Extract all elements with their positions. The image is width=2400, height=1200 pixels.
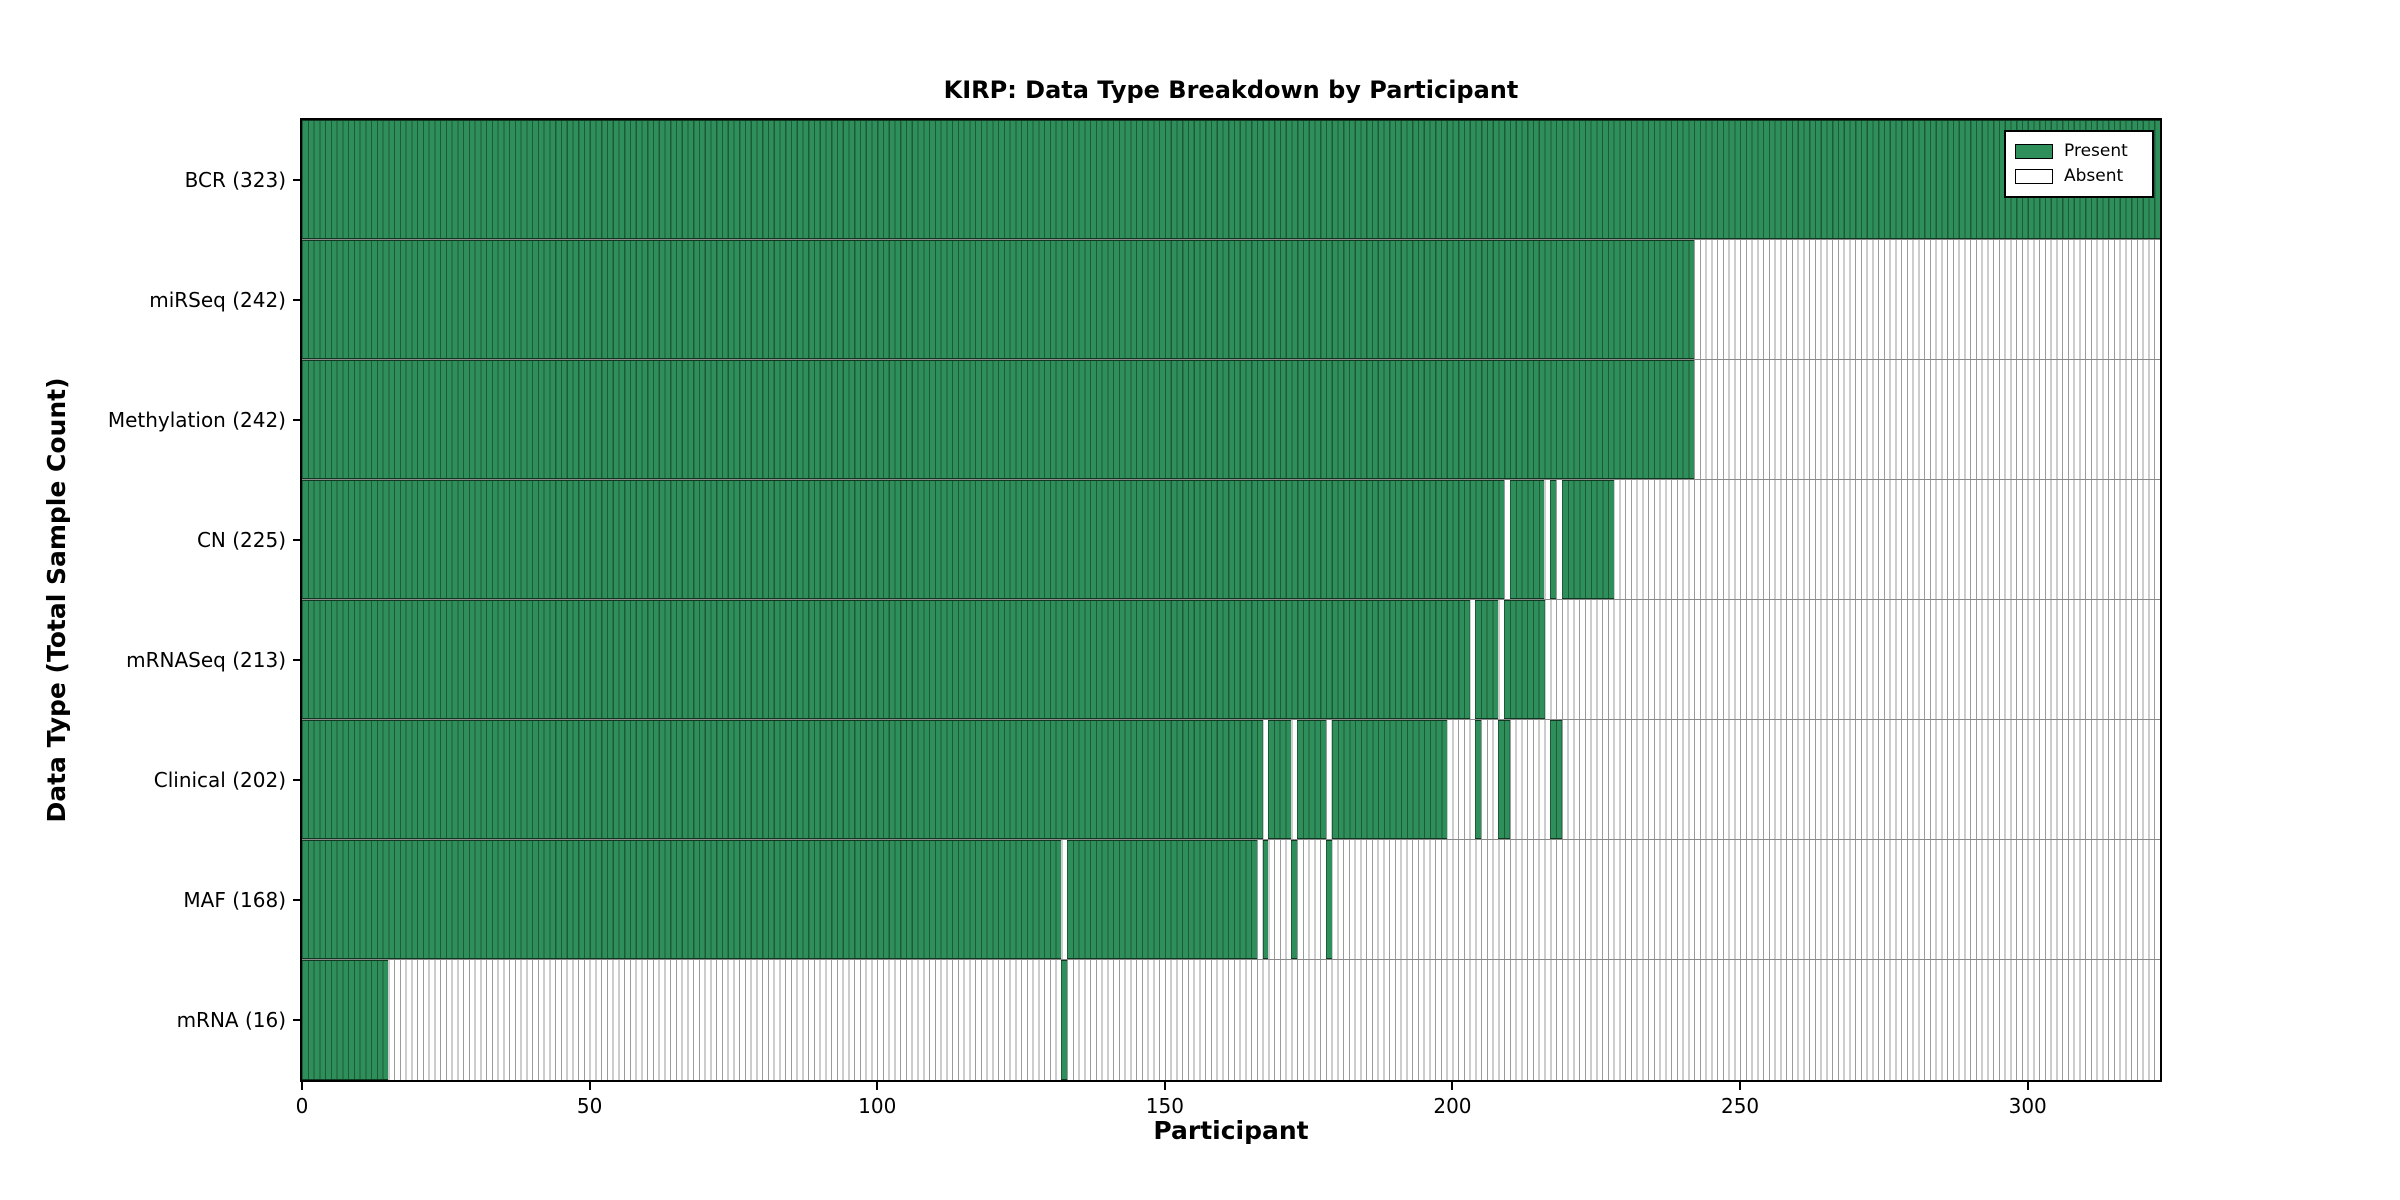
y-tick <box>293 779 302 781</box>
x-tick-label-0: 0 <box>295 1094 309 1118</box>
y-tick <box>293 899 302 901</box>
x-tick-label-150: 150 <box>1145 1094 1184 1118</box>
legend-label-present: Present <box>2064 141 2128 161</box>
present-segment <box>1498 720 1510 839</box>
x-axis-label: Participant <box>1153 1116 1309 1145</box>
legend-entry-present: Present <box>2015 139 2143 164</box>
chart-row-bcr <box>302 120 2160 240</box>
present-segment <box>302 600 1470 719</box>
y-tick <box>293 539 302 541</box>
x-tick <box>1451 1082 1454 1090</box>
present-segment <box>302 240 1695 359</box>
present-segment <box>302 960 389 1080</box>
present-segment <box>1262 840 1269 959</box>
x-tick <box>1739 1082 1742 1090</box>
present-segment <box>302 360 1695 479</box>
present-segment <box>1504 600 1545 719</box>
chart-row-maf <box>302 840 2160 960</box>
present-segment <box>1475 600 1499 719</box>
x-tick <box>876 1082 879 1090</box>
x-tick <box>588 1082 591 1090</box>
y-tick <box>293 659 302 661</box>
legend-entry-absent: Absent <box>2015 164 2143 189</box>
present-segment <box>1067 840 1257 959</box>
y-tick <box>293 1019 302 1021</box>
y-tick-label-mrnaseq: mRNASeq (213) <box>126 648 286 672</box>
present-segment <box>1561 480 1614 599</box>
y-tick <box>293 179 302 181</box>
present-swatch-icon <box>2015 144 2053 159</box>
chart-row-methylation <box>302 360 2160 480</box>
present-segment <box>1268 720 1292 839</box>
present-segment <box>1297 720 1326 839</box>
present-segment <box>1550 480 1556 599</box>
chart-row-cn <box>302 480 2160 600</box>
x-tick-label-250: 250 <box>1720 1094 1760 1118</box>
plot-area <box>302 120 2160 1080</box>
y-tick <box>293 299 302 301</box>
present-segment <box>1550 720 1562 839</box>
present-segment <box>1061 960 1068 1080</box>
chart-row-mrna <box>302 960 2160 1080</box>
y-tick-label-cn: CN (225) <box>196 528 286 552</box>
y-tick-label-maf: MAF (168) <box>183 888 286 912</box>
x-tick-label-200: 200 <box>1433 1094 1472 1118</box>
x-tick-label-300: 300 <box>2008 1094 2047 1118</box>
present-segment <box>1509 480 1545 599</box>
x-tick <box>301 1082 303 1090</box>
y-tick-label-methylation: Methylation (242) <box>107 408 286 432</box>
x-tick <box>2026 1082 2029 1090</box>
y-tick-label-bcr: BCR (323) <box>184 168 286 192</box>
x-tick <box>1163 1082 1166 1090</box>
x-tick-label-50: 50 <box>576 1094 603 1118</box>
x-tick-label-100: 100 <box>858 1094 897 1118</box>
present-segment <box>1325 840 1332 959</box>
legend-label-absent: Absent <box>2064 166 2124 186</box>
present-segment <box>302 120 2160 239</box>
present-segment <box>302 480 1505 599</box>
chart-row-mirseq <box>302 240 2160 360</box>
present-segment <box>302 840 1062 959</box>
y-tick-label-mirseq: miRSeq (242) <box>149 288 286 312</box>
present-segment <box>1291 840 1298 959</box>
chart-row-clinical <box>302 720 2160 840</box>
present-segment <box>1475 720 1482 839</box>
y-axis-label: Data Type (Total Sample Count) <box>42 377 71 823</box>
y-tick-label-clinical: Clinical (202) <box>153 768 286 792</box>
chart-title: KIRP: Data Type Breakdown by Participant <box>943 76 1519 104</box>
chart-row-mrnaseq <box>302 600 2160 720</box>
legend: Present Absent <box>2004 130 2154 198</box>
absent-swatch-icon <box>2015 169 2053 184</box>
present-segment <box>1331 720 1447 839</box>
present-segment <box>302 720 1263 839</box>
y-tick <box>293 419 302 421</box>
y-tick-label-mrna: mRNA (16) <box>176 1008 286 1032</box>
